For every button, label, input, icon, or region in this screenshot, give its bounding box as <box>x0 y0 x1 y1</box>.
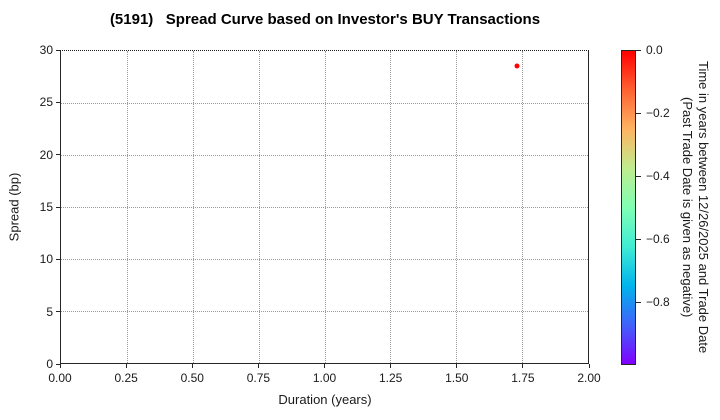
colorbar-tick-mark <box>636 175 641 177</box>
x-tick-mark <box>59 364 61 368</box>
colorbar-label-line1: Time in years between 12/26/2025 and Tra… <box>696 61 711 354</box>
x-tick-label: 1.25 <box>378 371 403 385</box>
colorbar-tick-mark <box>636 301 641 303</box>
colorbar-tick-label: −0.2 <box>646 106 670 120</box>
x-tick-label: 0.50 <box>180 371 204 385</box>
x-tick-label: 0.75 <box>246 371 271 385</box>
colorbar-tick-label: −0.6 <box>646 232 670 246</box>
colorbar-tick-mark <box>636 49 641 51</box>
x-tick-label: 1.50 <box>445 371 469 385</box>
x-tick-mark <box>324 364 325 368</box>
colorbar-label: Time in years between 12/26/2025 and Tra… <box>679 50 711 365</box>
colorbar-tick-label: −0.8 <box>646 295 670 309</box>
h-gridline <box>61 103 588 104</box>
colorbar-tick-label: 0.0 <box>646 43 663 57</box>
x-tick-label: 0.25 <box>114 371 138 385</box>
h-gridline <box>61 311 588 312</box>
x-tick-mark <box>456 364 458 368</box>
x-tick-mark <box>390 364 392 368</box>
colorbar-label-line2: (Past Trade Date is given as negative) <box>680 97 695 318</box>
chart-title: (5191) Spread Curve based on Investor's … <box>109 11 541 28</box>
y-tick-label: 5 <box>46 304 53 319</box>
y-tick-mark <box>56 206 60 208</box>
x-tick-label: 1.75 <box>511 371 535 385</box>
y-tick-mark <box>56 363 60 365</box>
y-tick-label: 0 <box>46 357 53 371</box>
x-tick-label: 2.00 <box>577 371 601 385</box>
x-tick-label: 0.00 <box>48 371 72 385</box>
y-tick-mark <box>56 154 60 156</box>
h-gridline <box>61 155 588 156</box>
x-tick-mark <box>191 364 193 368</box>
colorbar-tick-label: −0.4 <box>646 169 670 183</box>
h-gridline <box>61 259 588 260</box>
colorbar-tick-mark <box>636 112 641 114</box>
h-gridline <box>61 207 588 208</box>
plot-area <box>60 50 589 364</box>
colorbar-gradient <box>621 50 636 365</box>
y-tick-mark <box>56 311 60 313</box>
x-tick-mark <box>588 364 590 368</box>
x-tick-mark <box>522 364 524 368</box>
x-axis-label: Duration (years) <box>278 392 372 407</box>
x-tick-mark <box>125 364 127 368</box>
y-tick-label: 20 <box>39 147 53 162</box>
y-tick-mark <box>56 258 60 260</box>
y-tick-mark <box>56 101 60 103</box>
y-tick-label: 25 <box>39 95 53 110</box>
y-tick-label: 15 <box>39 200 53 214</box>
y-tick-mark <box>56 49 60 51</box>
x-tick-label: 1.00 <box>312 371 337 385</box>
data-point <box>514 63 520 69</box>
x-tick-mark <box>257 364 259 368</box>
y-tick-label: 10 <box>39 252 53 267</box>
y-tick-label: 30 <box>39 43 53 57</box>
colorbar-tick-mark <box>636 238 641 240</box>
